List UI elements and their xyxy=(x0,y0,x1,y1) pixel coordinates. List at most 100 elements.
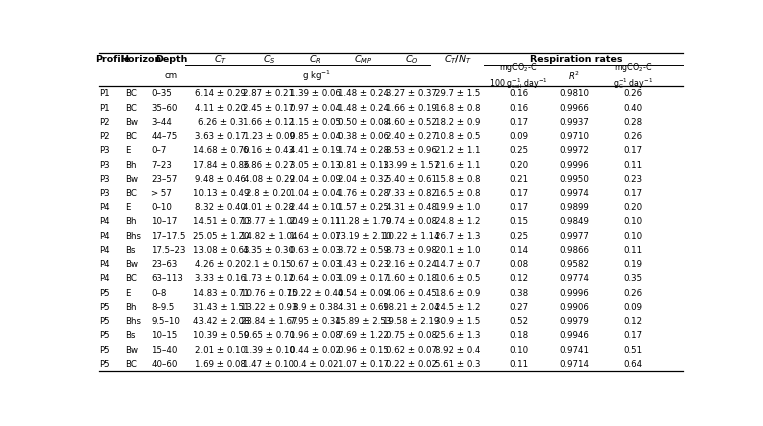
Text: 3.33 ± 0.16: 3.33 ± 0.16 xyxy=(195,274,246,283)
Text: 4.01 ± 0.28: 4.01 ± 0.28 xyxy=(243,203,295,212)
Text: 31.43 ± 1.51: 31.43 ± 1.51 xyxy=(193,302,250,311)
Text: Bw: Bw xyxy=(125,345,138,354)
Text: 3–44: 3–44 xyxy=(151,118,172,127)
Text: 0–35: 0–35 xyxy=(151,89,172,98)
Text: BC: BC xyxy=(125,89,137,98)
Text: 8.9 ± 0.38: 8.9 ± 0.38 xyxy=(293,302,338,311)
Text: 0.9866: 0.9866 xyxy=(559,245,589,254)
Text: 7.69 ± 1.22: 7.69 ± 1.22 xyxy=(338,331,389,340)
Text: 0–8: 0–8 xyxy=(151,288,166,297)
Text: 25.05 ± 1.20: 25.05 ± 1.20 xyxy=(193,231,250,240)
Text: 6.16 ± 0.43: 6.16 ± 0.43 xyxy=(243,146,295,155)
Text: 0.97 ± 0.04: 0.97 ± 0.04 xyxy=(290,103,341,112)
Text: 0.21: 0.21 xyxy=(509,174,528,183)
Text: 7.95 ± 0.34: 7.95 ± 0.34 xyxy=(290,317,341,325)
Text: P5: P5 xyxy=(99,331,110,340)
Text: 0.9582: 0.9582 xyxy=(559,259,589,268)
Text: 0.17: 0.17 xyxy=(623,146,642,155)
Text: 1.64 ± 0.07: 1.64 ± 0.07 xyxy=(290,231,341,240)
Text: 0.52: 0.52 xyxy=(509,317,528,325)
Text: E: E xyxy=(125,288,130,297)
Text: Respiration rates: Respiration rates xyxy=(530,55,622,63)
Text: 0.9966: 0.9966 xyxy=(559,103,589,112)
Text: 1.76 ± 0.28: 1.76 ± 0.28 xyxy=(338,189,389,198)
Text: P4: P4 xyxy=(99,231,110,240)
Text: Horizon: Horizon xyxy=(120,55,161,63)
Text: 0.9996: 0.9996 xyxy=(559,160,589,169)
Text: 0.11: 0.11 xyxy=(509,359,528,368)
Text: Bhs: Bhs xyxy=(125,231,141,240)
Text: 0.9774: 0.9774 xyxy=(559,274,589,283)
Text: Bh: Bh xyxy=(125,217,137,226)
Text: 1.23 ± 0.09: 1.23 ± 0.09 xyxy=(243,132,295,141)
Text: P3: P3 xyxy=(99,146,110,155)
Text: Bs: Bs xyxy=(125,331,135,340)
Text: 63–113: 63–113 xyxy=(151,274,183,283)
Text: 19.9 ± 1.0: 19.9 ± 1.0 xyxy=(436,203,481,212)
Text: 1.15 ± 0.05: 1.15 ± 0.05 xyxy=(290,118,341,127)
Text: 0.64: 0.64 xyxy=(623,359,642,368)
Text: 20.1 ± 1.0: 20.1 ± 1.0 xyxy=(436,245,481,254)
Text: 3.05 ± 0.13: 3.05 ± 0.13 xyxy=(290,160,341,169)
Text: 0.54 ± 0.09: 0.54 ± 0.09 xyxy=(338,288,389,297)
Text: 0.63 ± 0.03: 0.63 ± 0.03 xyxy=(290,245,341,254)
Text: 14.68 ± 0.70: 14.68 ± 0.70 xyxy=(193,146,250,155)
Text: 0.9979: 0.9979 xyxy=(559,317,589,325)
Text: Bh: Bh xyxy=(125,302,137,311)
Text: 2.04 ± 0.09: 2.04 ± 0.09 xyxy=(290,174,341,183)
Text: 23–63: 23–63 xyxy=(151,259,178,268)
Text: Bw: Bw xyxy=(125,259,138,268)
Text: 0.9972: 0.9972 xyxy=(559,146,589,155)
Text: Bw: Bw xyxy=(125,118,138,127)
Text: 1.04 ± 0.04: 1.04 ± 0.04 xyxy=(290,189,341,198)
Text: 0.09: 0.09 xyxy=(509,132,528,141)
Text: mgCO$_2$-C
100 g$_{\mathsf{soil}}^{-1}$ day$^{-1}$: mgCO$_2$-C 100 g$_{\mathsf{soil}}^{-1}$ … xyxy=(489,61,548,91)
Text: 0.16: 0.16 xyxy=(509,103,528,112)
Text: 10.6 ± 0.5: 10.6 ± 0.5 xyxy=(436,274,481,283)
Text: 0.10: 0.10 xyxy=(509,345,528,354)
Text: 0.51: 0.51 xyxy=(623,345,642,354)
Text: 4.06 ± 0.45: 4.06 ± 0.45 xyxy=(386,288,437,297)
Text: P5: P5 xyxy=(99,302,110,311)
Text: 1.60 ± 0.18: 1.60 ± 0.18 xyxy=(386,274,437,283)
Text: 0.09: 0.09 xyxy=(623,302,642,311)
Text: 4.60 ± 0.52: 4.60 ± 0.52 xyxy=(386,118,437,127)
Text: 0.28: 0.28 xyxy=(623,118,642,127)
Text: 8.53 ± 0.96: 8.53 ± 0.96 xyxy=(386,146,437,155)
Text: 9.5–10: 9.5–10 xyxy=(151,317,180,325)
Text: 5.40 ± 0.61: 5.40 ± 0.61 xyxy=(386,174,437,183)
Text: 0.35: 0.35 xyxy=(623,274,642,283)
Text: 0.17: 0.17 xyxy=(509,118,528,127)
Text: 10.22 ± 0.44: 10.22 ± 0.44 xyxy=(287,288,343,297)
Text: 7–23: 7–23 xyxy=(151,160,172,169)
Text: BC: BC xyxy=(125,359,137,368)
Text: 0.19: 0.19 xyxy=(623,259,642,268)
Text: 0.85 ± 0.04: 0.85 ± 0.04 xyxy=(290,132,341,141)
Text: 4.11 ± 0.20: 4.11 ± 0.20 xyxy=(195,103,246,112)
Text: 24.5 ± 1.2: 24.5 ± 1.2 xyxy=(436,302,481,311)
Text: BC: BC xyxy=(125,274,137,283)
Text: 0.62 ± 0.07: 0.62 ± 0.07 xyxy=(386,345,437,354)
Text: P3: P3 xyxy=(99,189,110,198)
Text: 7.33 ± 0.82: 7.33 ± 0.82 xyxy=(386,189,437,198)
Text: $C_S$: $C_S$ xyxy=(262,53,275,66)
Text: $C_O$: $C_O$ xyxy=(405,53,418,66)
Text: 24.8 ± 1.2: 24.8 ± 1.2 xyxy=(436,217,481,226)
Text: > 57: > 57 xyxy=(151,189,172,198)
Text: 1.57 ± 0.25: 1.57 ± 0.25 xyxy=(338,203,389,212)
Text: $C_T$: $C_T$ xyxy=(214,53,227,66)
Text: 10–17: 10–17 xyxy=(151,217,178,226)
Text: 9.65 ± 0.70: 9.65 ± 0.70 xyxy=(243,331,295,340)
Text: 4.26 ± 0.20: 4.26 ± 0.20 xyxy=(195,259,246,268)
Text: 0.17: 0.17 xyxy=(509,203,528,212)
Text: 0.22 ± 0.02: 0.22 ± 0.02 xyxy=(386,359,437,368)
Text: 0.9849: 0.9849 xyxy=(559,217,589,226)
Text: 2.40 ± 0.27: 2.40 ± 0.27 xyxy=(386,132,437,141)
Text: E: E xyxy=(125,203,130,212)
Text: 0.96 ± 0.15: 0.96 ± 0.15 xyxy=(338,345,389,354)
Text: cm: cm xyxy=(165,71,178,80)
Text: 0.17: 0.17 xyxy=(623,331,642,340)
Text: Depth: Depth xyxy=(155,55,188,63)
Text: 29.7 ± 1.5: 29.7 ± 1.5 xyxy=(436,89,481,98)
Text: 13.99 ± 1.57: 13.99 ± 1.57 xyxy=(384,160,439,169)
